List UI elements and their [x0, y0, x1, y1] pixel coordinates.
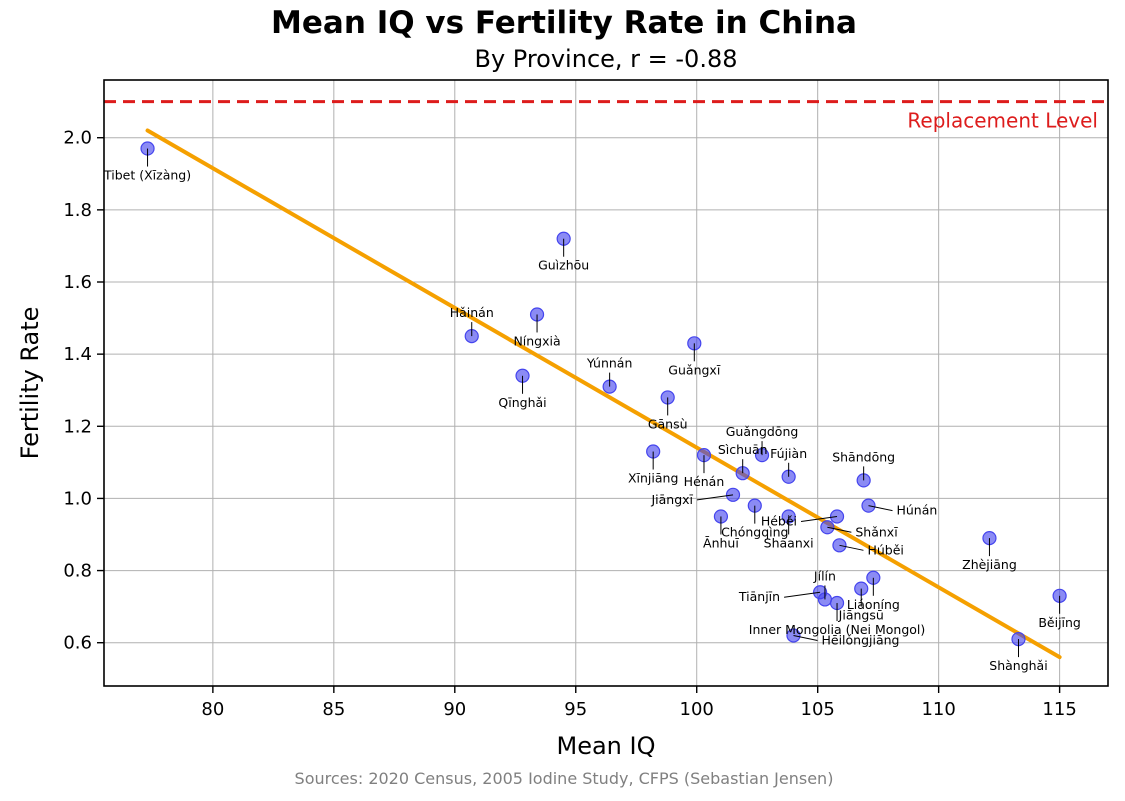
point-label: Jiāngxī: [650, 492, 693, 507]
point-label: Qīnghǎi: [498, 395, 546, 410]
point-label: Guǎngxī: [668, 362, 721, 377]
point-label: Húběi: [867, 542, 903, 557]
point-label: Húnán: [896, 503, 937, 518]
label-leader: [793, 635, 818, 641]
point-label: Guìzhōu: [538, 258, 589, 273]
point-label: Shaanxi: [764, 535, 814, 550]
point-label: Zhèjiāng: [962, 557, 1017, 572]
y-tick-label: 1.6: [63, 272, 92, 293]
x-tick-label: 115: [1042, 699, 1076, 720]
label-leader: [827, 526, 852, 533]
label-leader: [868, 505, 893, 512]
point-label: Shànghǎi: [989, 658, 1047, 673]
point-label: Fújiàn: [770, 446, 807, 461]
label-leader: [784, 591, 821, 598]
chart-subtitle: By Province, r = -0.88: [474, 45, 737, 73]
point-label: Gānsù: [648, 416, 688, 431]
point-label: Jílín: [813, 568, 836, 583]
trend-line: [145, 128, 1062, 660]
x-tick-label: 80: [201, 699, 224, 720]
y-tick-label: 1.0: [63, 488, 92, 509]
label-leader: [839, 544, 864, 551]
axis-ticks: 80 85 90 95 100 105 110 115 0.6 0.8 1.0 1.2 1.4 1.6 1.…: [63, 128, 1076, 720]
point-label: Ānhuī: [703, 535, 739, 550]
y-tick-label: 0.6: [63, 633, 92, 654]
point-label: Xīnjiāng: [628, 471, 678, 486]
point-label: Inner Mongolia (Nei Mongol): [749, 622, 926, 637]
label-leader: [696, 494, 734, 501]
point-label: Sìchuān: [718, 442, 768, 457]
point-label: Chóngqìng: [721, 525, 788, 540]
point-label: Liáoníng: [847, 597, 900, 612]
point-label: Shāndōng: [832, 449, 895, 464]
grid: [104, 80, 1108, 686]
replacement-level-label: Replacement Level: [907, 109, 1098, 133]
y-tick-label: 2.0: [63, 128, 92, 149]
x-tick-label: 90: [443, 699, 466, 720]
x-tick-label: 105: [801, 699, 835, 720]
data-point: [861, 498, 876, 513]
y-tick-label: 0.8: [63, 561, 92, 582]
point-label: Hénán: [684, 474, 725, 489]
y-tick-label: 1.2: [63, 416, 92, 437]
point-label: Hǎinán: [450, 305, 494, 320]
y-tick-label: 1.4: [63, 344, 92, 365]
point-label: Héběi: [761, 513, 797, 528]
point-label: Yúnnán: [586, 356, 633, 371]
point-label: Hēilóngjiāng: [821, 633, 899, 648]
x-tick-label: 85: [322, 699, 345, 720]
x-tick-label: 110: [921, 699, 955, 720]
point-labels: Tibet (Xīzàng) Guìzhōu Hǎinán Níngxià Qīnghǎ…: [103, 168, 1081, 674]
point-label: Jiāngsū: [838, 608, 884, 623]
chart-title: Mean IQ vs Fertility Rate in China: [271, 5, 857, 41]
source-note: Sources: 2020 Census, 2005 Iodine Study,…: [295, 769, 834, 788]
label-leaders: [147, 148, 1061, 658]
y-tick-label: 1.8: [63, 200, 92, 221]
point-label: Tiānjīn: [738, 589, 780, 604]
label-leader: [800, 515, 838, 522]
x-tick-label: 100: [680, 699, 714, 720]
point-label: Běijīng: [1038, 615, 1081, 630]
point-label: Tibet (Xīzàng): [103, 168, 191, 183]
x-axis-label: Mean IQ: [557, 732, 656, 760]
point-label: Níngxià: [513, 333, 560, 348]
point-label: Shǎnxī: [855, 524, 898, 539]
x-tick-label: 95: [564, 699, 587, 720]
point-label: Guǎngdōng: [726, 424, 799, 439]
y-axis-label: Fertility Rate: [16, 307, 44, 460]
plot-area-frame: [103, 79, 1109, 687]
